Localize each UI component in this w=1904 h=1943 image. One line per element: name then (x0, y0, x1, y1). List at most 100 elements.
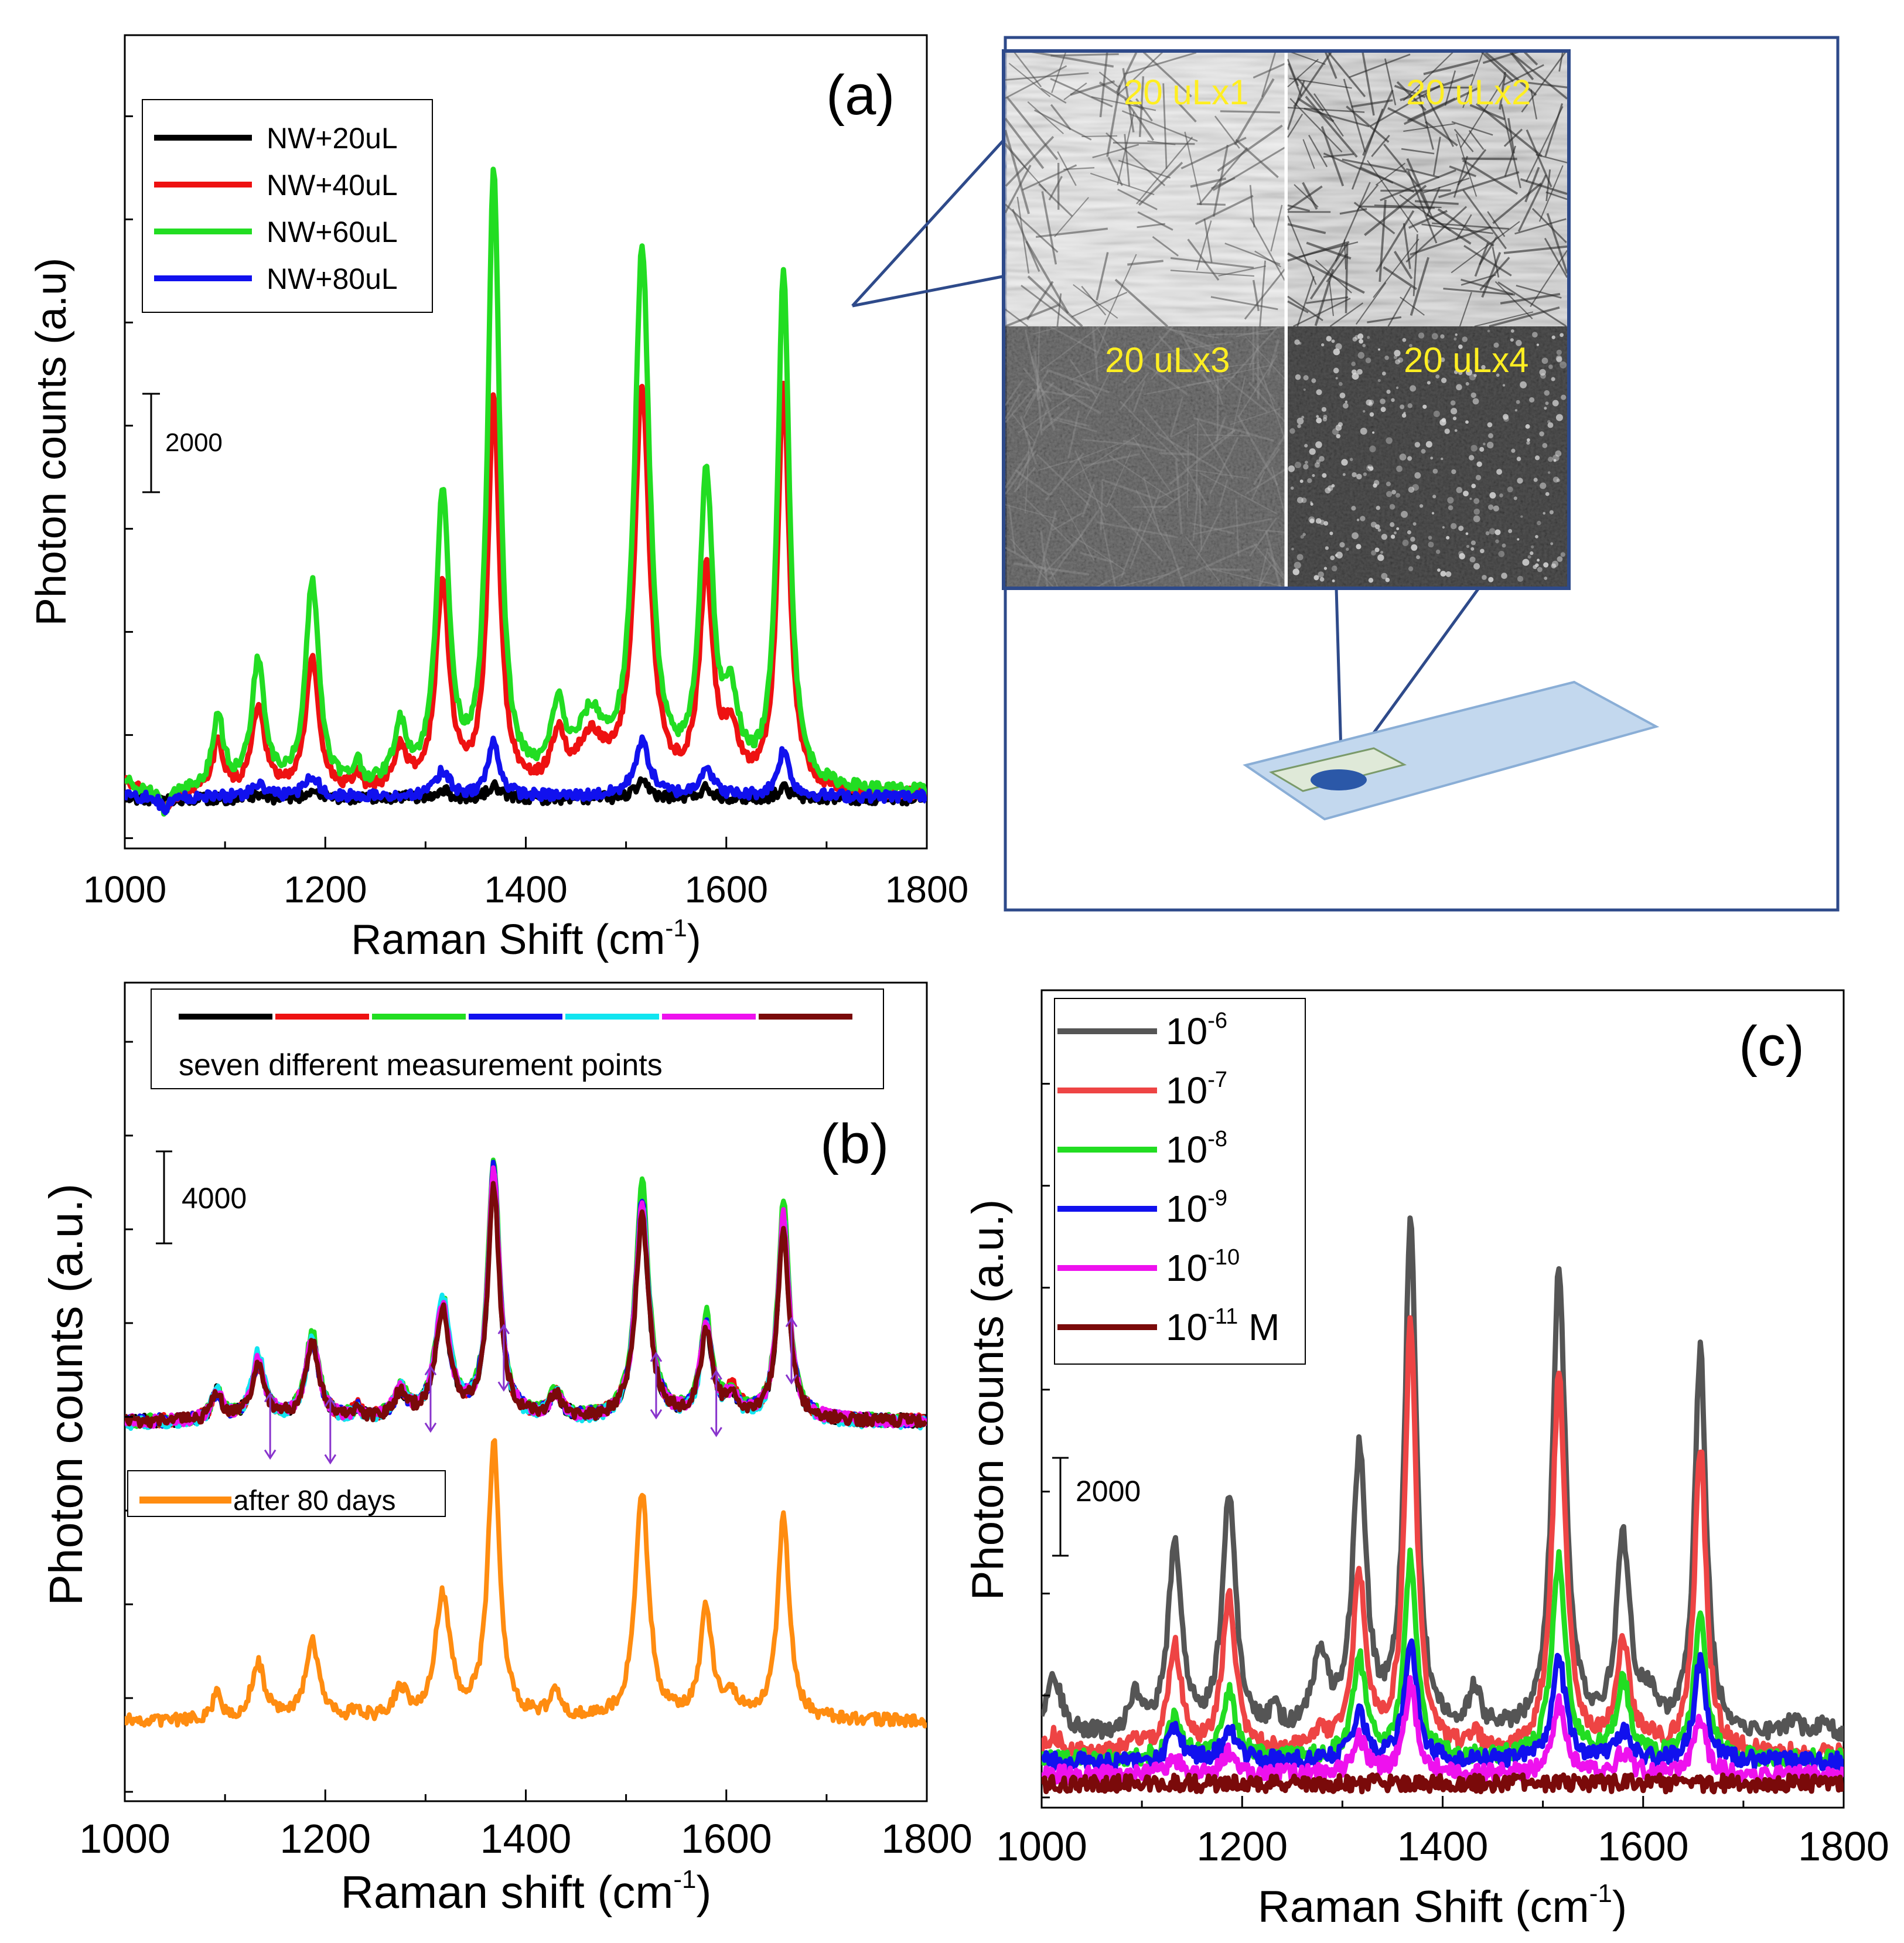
particle (1376, 506, 1380, 510)
fiber (1100, 481, 1104, 530)
fiber (1142, 407, 1185, 459)
particle (1386, 437, 1393, 444)
particle (1437, 568, 1441, 572)
fiber (1393, 251, 1413, 279)
particle (1487, 329, 1490, 333)
x-axis-label-b: Raman shift (cm-1) (341, 1865, 712, 1918)
fiber (1027, 50, 1114, 68)
particle (1551, 335, 1555, 339)
legend-bottom-b: after 80 days (127, 1470, 446, 1517)
fiber (1259, 260, 1267, 327)
fiber (1258, 548, 1269, 589)
legend-label-bottom-b: after 80 days (233, 1485, 396, 1516)
particle (1539, 369, 1546, 376)
particle (1555, 414, 1563, 421)
particle (1454, 429, 1458, 432)
fiber (1004, 118, 1045, 169)
fiber (1096, 252, 1109, 301)
particle (1433, 410, 1440, 417)
particle (1296, 497, 1304, 503)
particle (1516, 340, 1522, 346)
fiber (1414, 200, 1459, 205)
particle (1551, 563, 1557, 569)
fiber (1423, 59, 1479, 76)
particle (1544, 390, 1550, 396)
fiber (1231, 376, 1246, 435)
legend-label-c-2: 10-7 (1166, 1068, 1227, 1112)
fiber (1070, 363, 1108, 381)
fiber (1476, 103, 1543, 158)
particle (1545, 401, 1549, 405)
x-tick-label-c: 1200 (1196, 1823, 1288, 1869)
legend-box-bottom-b (127, 1470, 446, 1517)
fiber (1248, 381, 1286, 422)
particle (1445, 571, 1452, 577)
fiber (1270, 204, 1283, 252)
fiber (1504, 145, 1517, 177)
x-tick-label-b: 1800 (881, 1816, 973, 1862)
x-tick-label-a: 1000 (83, 868, 166, 911)
fiber (1253, 434, 1286, 485)
fiber (1251, 471, 1265, 500)
fiber (1045, 558, 1059, 589)
scale-bar-a: 2000 (142, 393, 223, 493)
particle (1440, 571, 1446, 577)
fiber (1004, 394, 1021, 420)
series-group-c (1042, 1215, 1844, 1795)
fiber (1296, 77, 1325, 112)
series-line-a-4 (125, 734, 927, 816)
plot-frame-b (124, 981, 928, 1802)
particle (1303, 375, 1309, 381)
fiber (1199, 146, 1248, 205)
particle (1499, 493, 1503, 497)
fiber (1323, 152, 1394, 184)
fiber (1378, 199, 1387, 282)
fiber (1034, 351, 1043, 436)
particle (1319, 456, 1325, 462)
fiber (1063, 167, 1095, 171)
particle (1469, 556, 1476, 563)
fiber (1235, 499, 1240, 557)
scale-bar-c: 2000 (1052, 1457, 1141, 1557)
particle (1471, 483, 1476, 489)
legend-box-c (1054, 998, 1306, 1365)
particle (1488, 433, 1493, 439)
fiber (1036, 326, 1040, 400)
fiber (1212, 146, 1285, 191)
particle (1510, 329, 1514, 333)
fiber (1038, 461, 1068, 471)
particle (1427, 381, 1431, 385)
particle (1476, 461, 1482, 467)
particle (1435, 549, 1441, 554)
particle (1402, 540, 1409, 546)
fiber (1245, 336, 1285, 380)
fiber (1121, 110, 1198, 142)
particle (1537, 558, 1540, 562)
fiber (1457, 149, 1487, 186)
fiber (1531, 207, 1567, 243)
fiber (1100, 517, 1117, 589)
particle (1291, 547, 1294, 551)
particle (1301, 415, 1305, 419)
fiber (1046, 369, 1110, 394)
series-line-b-8 (125, 1438, 927, 1729)
particle (1441, 457, 1444, 461)
fiber (1356, 282, 1387, 325)
x-tick-label-c: 1400 (1397, 1823, 1489, 1869)
particle (1498, 551, 1505, 557)
particle (1377, 528, 1381, 532)
fiber (1193, 363, 1223, 369)
particle (1470, 540, 1476, 546)
fiber (1135, 489, 1171, 550)
fiber (1206, 568, 1250, 571)
particle (1390, 522, 1395, 527)
particle (1551, 377, 1555, 381)
particle (1296, 417, 1304, 425)
micrograph-label-1: 20 uLx1 (1124, 73, 1249, 112)
fiber (1213, 568, 1285, 588)
fiber (1195, 509, 1222, 560)
fiber (1035, 510, 1057, 589)
fiber (1014, 469, 1050, 496)
fiber (1004, 451, 1030, 489)
fiber (1193, 434, 1250, 437)
